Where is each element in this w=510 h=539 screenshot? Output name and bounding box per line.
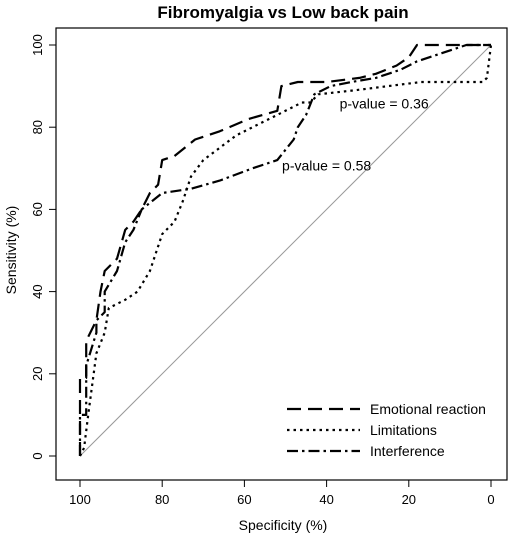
- p-value-annotation: p-value = 0.58: [282, 157, 371, 173]
- y-tick-label: 20: [30, 367, 45, 381]
- plot-frame: [55, 27, 508, 481]
- series-line-emotional-reaction: [78, 43, 491, 456]
- x-tick-label: 40: [319, 492, 333, 507]
- y-tick-label: 80: [30, 120, 45, 134]
- x-tick-label: 0: [487, 492, 494, 507]
- y-tick-label: 60: [30, 202, 45, 216]
- p-value-annotation: p-value = 0.36: [340, 96, 429, 112]
- x-tick-label: 60: [237, 492, 251, 507]
- x-tick-label: 80: [155, 492, 169, 507]
- legend-label: Limitations: [370, 422, 437, 438]
- chart-title: Fibromyalgia vs Low back pain: [157, 3, 408, 22]
- y-axis-label: Sensitivity (%): [3, 206, 19, 295]
- plot-area: 100 80 60 40 20 0 0 20 40 60 80 100 p-value = 0.36 p-…: [30, 27, 508, 507]
- y-tick-label: 40: [30, 284, 45, 298]
- y-tick-label: 100: [30, 34, 45, 56]
- legend-label: Emotional reaction: [370, 401, 486, 417]
- series-line-interference: [78, 43, 491, 456]
- y-tick-label: 0: [30, 452, 45, 459]
- x-axis-label: Specificity (%): [239, 517, 328, 533]
- series-line-limitations: [79, 44, 493, 457]
- x-tick-label: 100: [69, 492, 91, 507]
- x-tick-label: 20: [402, 492, 416, 507]
- legend-label: Interference: [370, 443, 445, 459]
- reference-diagonal: [79, 44, 492, 457]
